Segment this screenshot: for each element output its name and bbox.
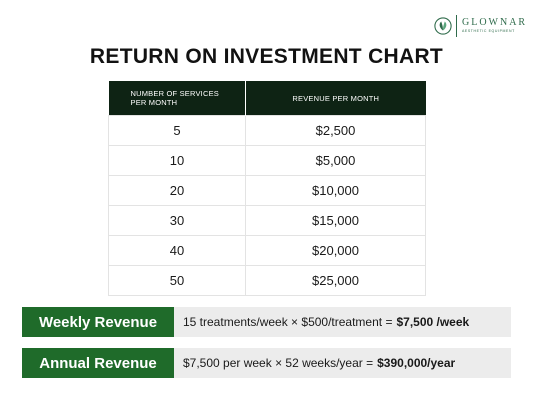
- page-title: RETURN ON INVESTMENT CHART: [89, 45, 444, 68]
- cell-revenue: $5,000: [245, 145, 426, 176]
- cell-revenue: $2,500: [245, 115, 426, 146]
- weekly-formula: 15 treatments/week × $500/treatment =: [183, 315, 393, 329]
- cell-services: 40: [108, 235, 246, 266]
- header-revenue: REVENUE PER MONTH: [245, 81, 426, 116]
- table-header-row: NUMBER OF SERVICES PER MONTH REVENUE PER…: [108, 81, 426, 116]
- logo-divider: [456, 15, 457, 37]
- weekly-revenue-row: Weekly Revenue 15 treatments/week × $500…: [22, 307, 511, 337]
- annual-revenue-label: Annual Revenue: [22, 348, 174, 378]
- roi-table: NUMBER OF SERVICES PER MONTH REVENUE PER…: [108, 81, 426, 296]
- leaf-icon: [434, 17, 452, 35]
- weekly-revenue-label: Weekly Revenue: [22, 307, 174, 337]
- cell-revenue: $10,000: [245, 175, 426, 206]
- header-services: NUMBER OF SERVICES PER MONTH: [108, 81, 246, 116]
- annual-result: $390,000/year: [377, 356, 456, 370]
- brand-name: GLOWNAR: [462, 17, 528, 29]
- cell-revenue: $20,000: [245, 235, 426, 266]
- table-row: 5 $2,500: [108, 115, 426, 146]
- table-row: 50 $25,000: [108, 265, 426, 296]
- cell-services: 50: [108, 265, 246, 296]
- cell-services: 30: [108, 205, 246, 236]
- table-row: 40 $20,000: [108, 235, 426, 266]
- cell-services: 20: [108, 175, 246, 206]
- table-row: 30 $15,000: [108, 205, 426, 236]
- annual-revenue-row: Annual Revenue $7,500 per week × 52 week…: [22, 348, 511, 378]
- brand-tagline: AESTHETIC EQUIPMENT: [462, 29, 515, 34]
- brand-logo: GLOWNAR AESTHETIC EQUIPMENT: [434, 15, 527, 37]
- cell-revenue: $15,000: [245, 205, 426, 236]
- table-row: 20 $10,000: [108, 175, 426, 206]
- cell-services: 5: [108, 115, 246, 146]
- table-row: 10 $5,000: [108, 145, 426, 176]
- weekly-revenue-value: 15 treatments/week × $500/treatment = $7…: [174, 307, 511, 337]
- annual-formula: $7,500 per week × 52 weeks/year =: [183, 356, 374, 370]
- weekly-result: $7,500 /week: [396, 315, 470, 329]
- cell-revenue: $25,000: [245, 265, 426, 296]
- cell-services: 10: [108, 145, 246, 176]
- annual-revenue-value: $7,500 per week × 52 weeks/year = $390,0…: [174, 348, 511, 378]
